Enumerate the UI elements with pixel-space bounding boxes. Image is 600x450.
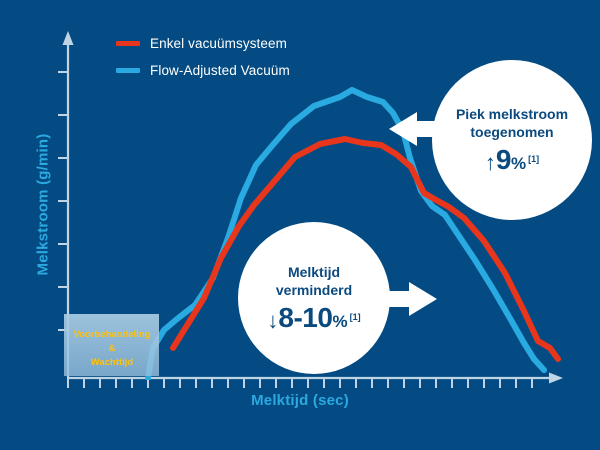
x-axis-arrowhead bbox=[549, 372, 563, 384]
legend-item-flow-adjusted-vacuum: Flow-Adjusted Vacuüm bbox=[116, 63, 290, 78]
callout-peak-flow-value: 9 bbox=[495, 144, 512, 175]
callout-milking-time-unit: % bbox=[332, 312, 348, 331]
legend-swatch-blue bbox=[116, 68, 140, 73]
callout-milking-time-value-row: ↓ 8-10 % [1] bbox=[267, 304, 360, 332]
callout-milking-time-value: 8-10 bbox=[278, 302, 333, 333]
legend-swatch-red bbox=[116, 41, 140, 46]
callout-peak-flow-unit: % bbox=[510, 154, 527, 173]
x-axis-ticks bbox=[67, 378, 533, 388]
callout-milking-time-reference: [1] bbox=[349, 312, 361, 322]
legend-item-enkel-vacuumsysteem: Enkel vacuümsysteem bbox=[116, 36, 290, 51]
x-axis-title: Melktijd (sec) bbox=[251, 392, 349, 409]
series-group bbox=[145, 87, 561, 380]
chart-legend: Enkel vacuümsysteem Flow-Adjusted Vacuüm bbox=[116, 36, 290, 78]
callout-peak-flow: Piek melkstroom toegenomen ↑ 9 % [1] bbox=[432, 60, 592, 220]
arrow-up-icon: ↑ bbox=[484, 150, 496, 175]
callout-milking-time-title: Melktijd verminderd bbox=[275, 264, 353, 298]
callout-arrow-right-icon bbox=[374, 282, 437, 316]
y-axis-arrowhead bbox=[62, 31, 74, 45]
y-axis-ticks bbox=[58, 71, 68, 331]
pretreatment-line-3: Wachttijd bbox=[90, 356, 134, 368]
pretreatment-label: Voorbehandeling & Wachttijd bbox=[58, 328, 166, 369]
pretreatment-line-1: Voorbehandeling bbox=[73, 329, 151, 340]
legend-label-enkel-vacuumsysteem: Enkel vacuümsysteem bbox=[150, 36, 287, 51]
arrow-down-icon: ↓ bbox=[267, 308, 279, 333]
callout-milking-time: Melktijd verminderd ↓ 8-10 % [1] bbox=[238, 222, 390, 374]
callout-arrow-left-icon bbox=[389, 112, 452, 146]
legend-label-flow-adjusted-vacuum: Flow-Adjusted Vacuüm bbox=[150, 63, 290, 78]
pretreatment-region bbox=[64, 314, 159, 376]
pretreatment-line-2: & bbox=[108, 342, 116, 354]
series-line-enkel-vacuumsysteem bbox=[170, 136, 561, 362]
callout-peak-flow-value-row: ↑ 9 % [1] bbox=[485, 146, 539, 174]
callout-peak-flow-reference: [1] bbox=[528, 154, 540, 164]
callout-peak-flow-title: Piek melkstroom toegenomen bbox=[455, 106, 569, 140]
